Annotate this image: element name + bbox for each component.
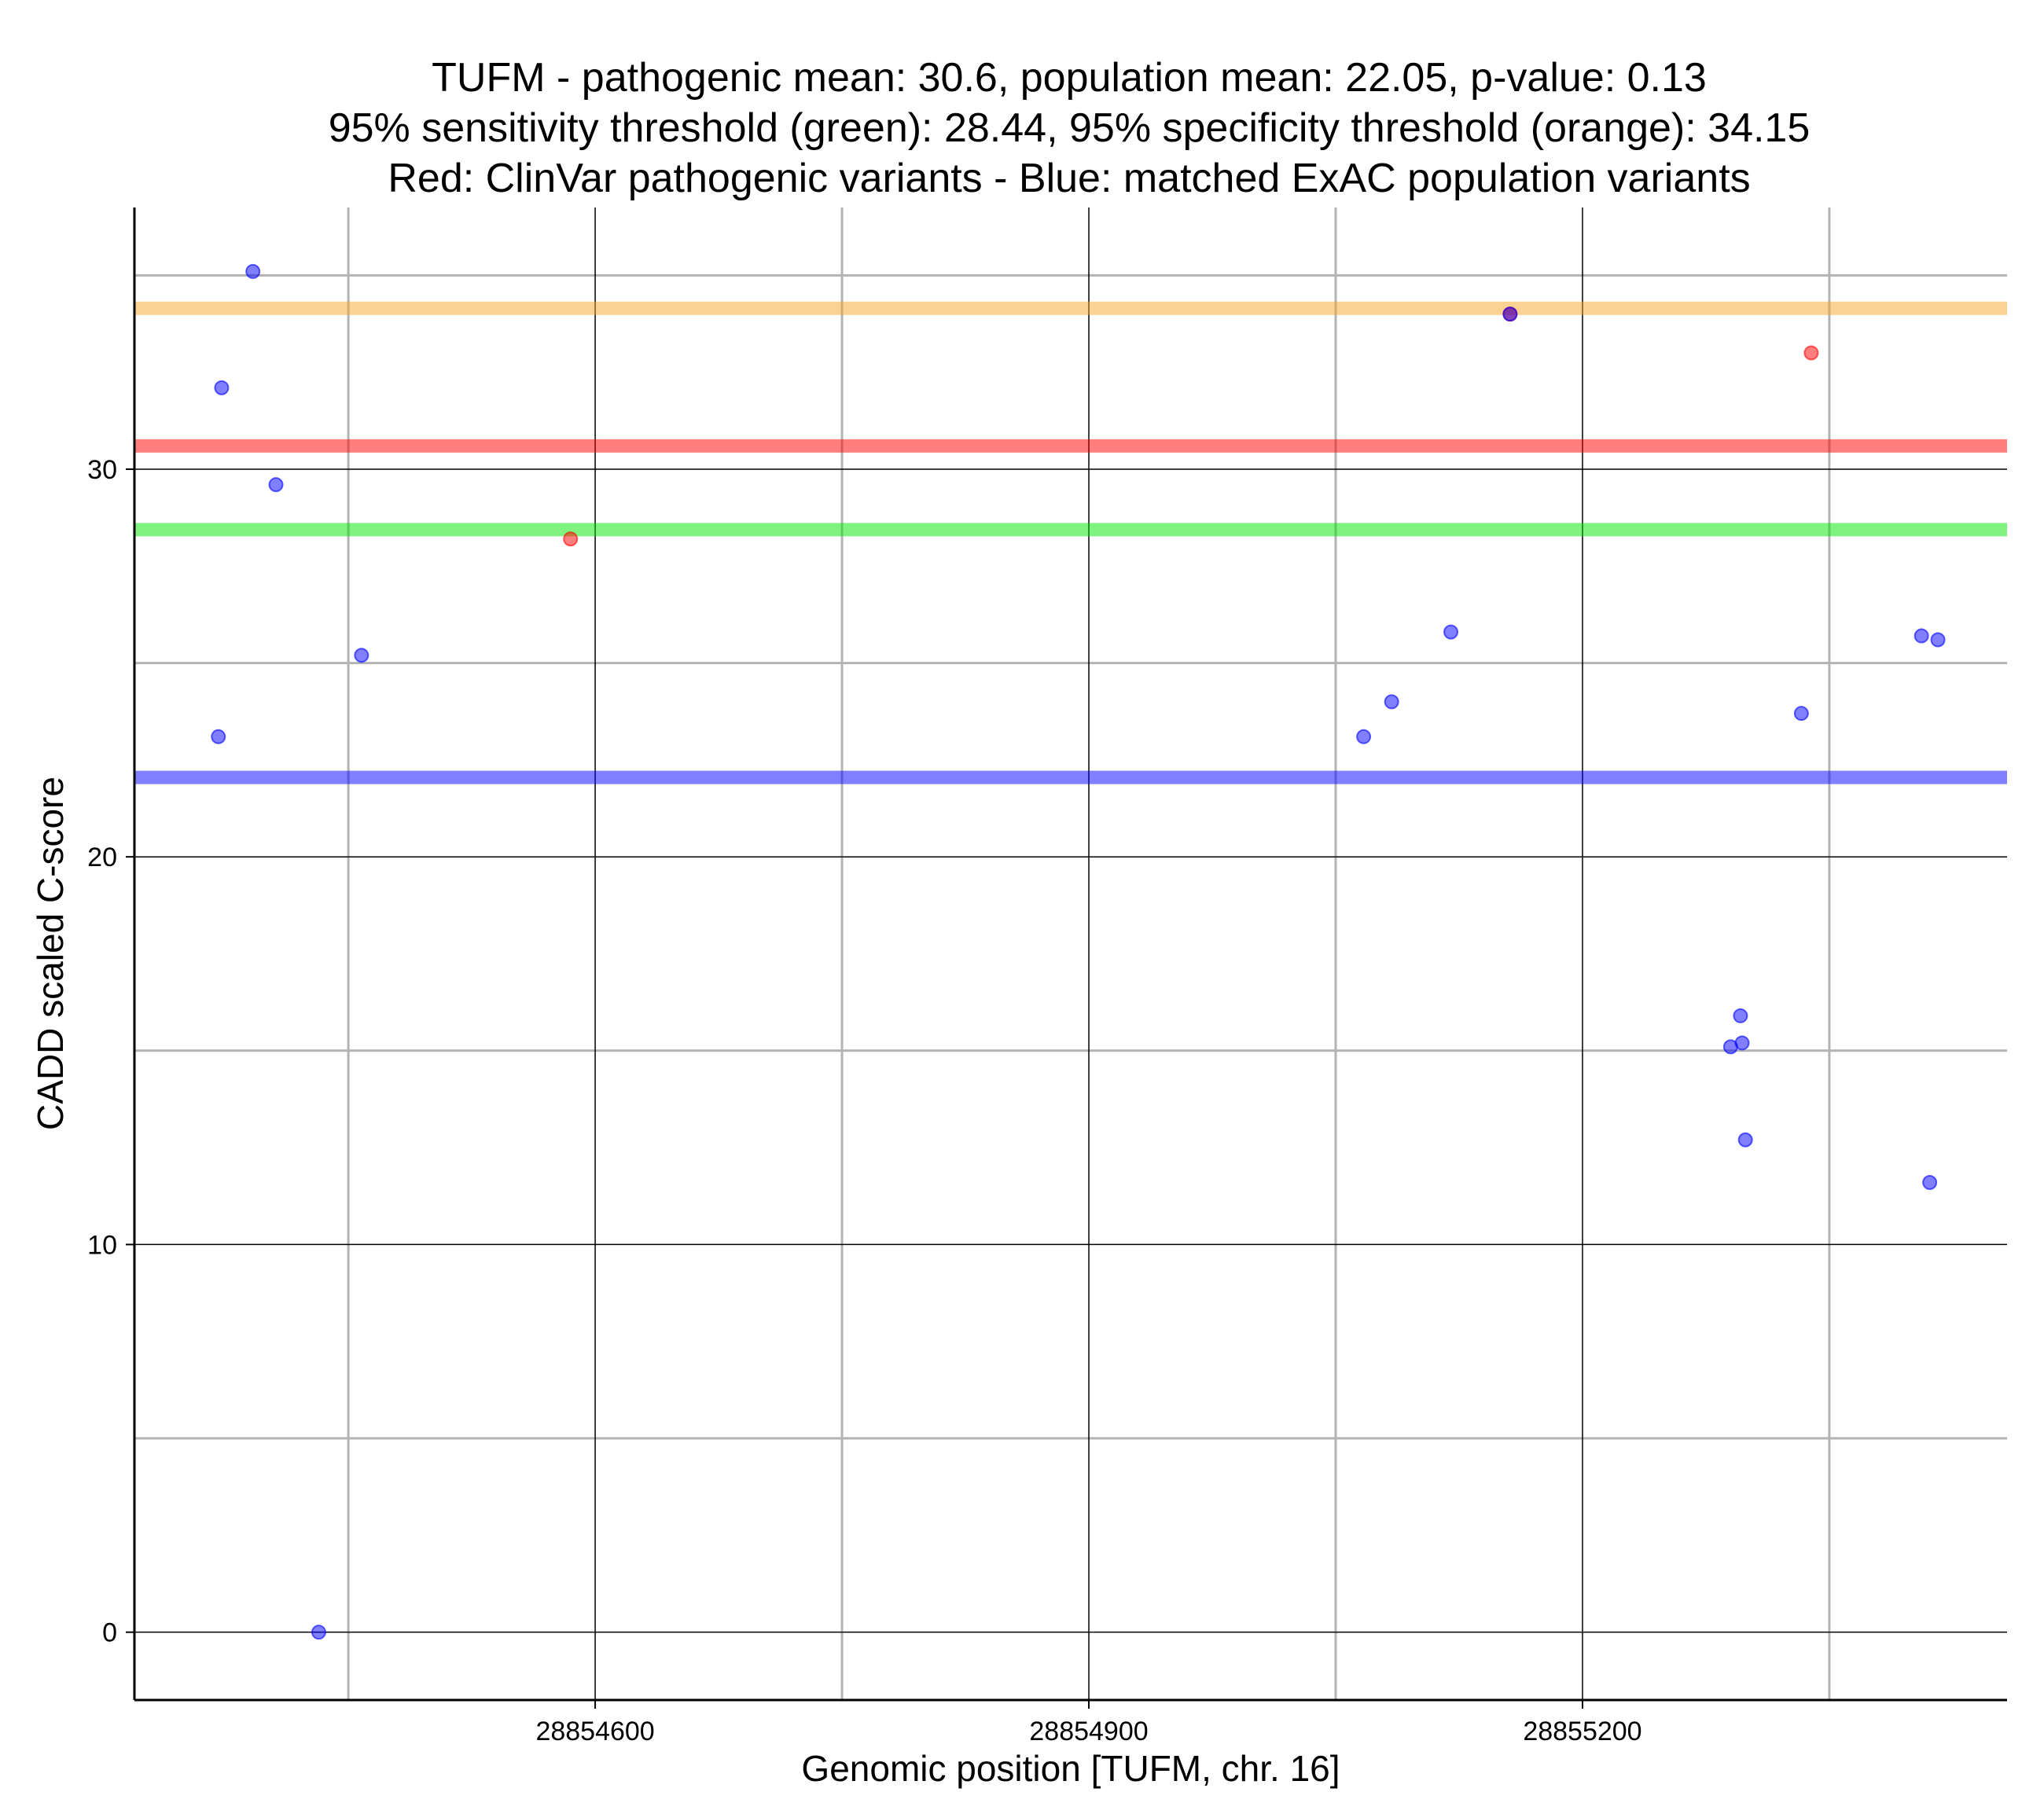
population-variant-point [211, 729, 226, 744]
grid-lines [134, 207, 2007, 1700]
population-variant-point [1733, 1008, 1748, 1023]
chart-title: TUFM - pathogenic mean: 30.6, population… [329, 55, 1811, 201]
population-variant-point [214, 380, 230, 395]
population-variant-point [1793, 706, 1809, 722]
population-variant-point [1443, 624, 1459, 640]
title-line-3: Red: ClinVar pathogenic variants - Blue:… [388, 156, 1750, 201]
x-tick-label: 28854600 [535, 1717, 654, 1746]
x-tick-label: 28855200 [1523, 1717, 1641, 1746]
axes [133, 207, 2007, 1702]
population-variant-point [268, 477, 284, 493]
population-variant-point [354, 648, 369, 663]
y-tick-label: 0 [102, 1618, 117, 1648]
y-tick-label: 20 [87, 843, 117, 872]
data-points [211, 263, 1946, 1640]
population-variant-point [1734, 1035, 1750, 1051]
x-axis-title: Genomic position [TUFM, chr. 16] [801, 1748, 1340, 1789]
pathogenic-variant-point [1803, 345, 1819, 361]
y-tick-label: 30 [87, 455, 117, 485]
title-line-1: TUFM - pathogenic mean: 30.6, population… [432, 55, 1707, 101]
population-variant-point [1356, 729, 1372, 744]
title-line-2: 95% sensitivity threshold (green): 28.44… [329, 105, 1811, 151]
population-variant-point [1922, 1175, 1938, 1191]
reference-lines [134, 301, 2007, 784]
x-tick-label: 28854900 [1029, 1717, 1148, 1746]
population-variant-point [1384, 694, 1399, 710]
population-variant-point [1737, 1132, 1753, 1148]
population-variant-point [1913, 628, 1929, 644]
population-variant-point [1930, 632, 1946, 648]
population-variant-point [245, 263, 261, 279]
y-axis-title: CADD scaled C-score [30, 777, 71, 1130]
population-variant-point [1502, 307, 1518, 322]
tick-marks-and-labels: 0 10 20 30 28854600 28854900 28855200 [87, 455, 1641, 1746]
pathogenic-variant-point [563, 531, 579, 547]
y-tick-label: 10 [87, 1230, 117, 1260]
population-variant-point [311, 1625, 326, 1640]
